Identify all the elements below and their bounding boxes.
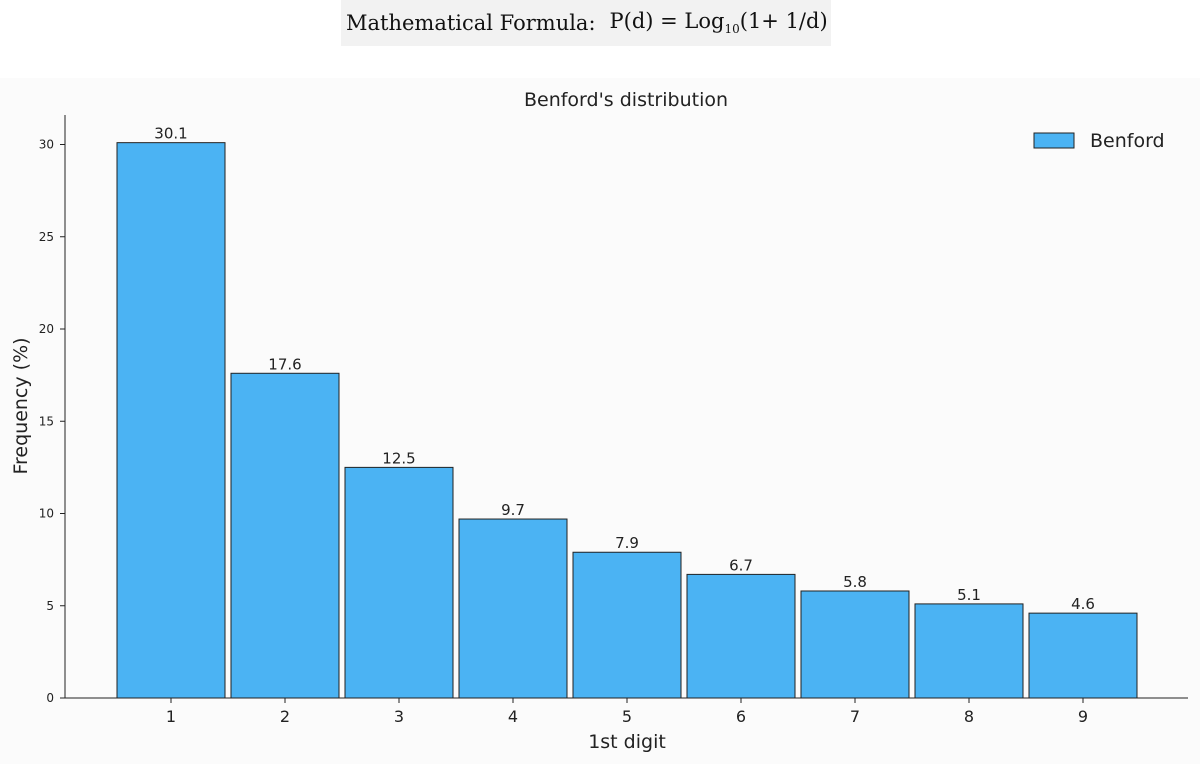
x-tick-label: 6 [736, 707, 746, 726]
x-tick-label: 4 [508, 707, 518, 726]
bar-value-label: 17.6 [268, 355, 301, 373]
bar-value-label: 9.7 [501, 501, 525, 519]
y-tick-label: 30 [39, 138, 54, 152]
x-ticks-group: 1 2 3 4 5 6 7 8 9 [166, 698, 1088, 726]
bar-value-label: 4.6 [1071, 595, 1095, 613]
bar-digit-8 [914, 603, 1024, 699]
bar-value-label: 5.1 [957, 586, 981, 604]
legend-swatch [1033, 132, 1075, 149]
bar-digit-7 [800, 590, 910, 699]
x-tick-label: 7 [850, 707, 860, 726]
formula-lhs: P(d) = Log [609, 9, 725, 34]
bar-value-label: 7.9 [615, 534, 639, 552]
bar-value-label: 6.7 [729, 556, 753, 574]
bar-digit-6 [686, 573, 796, 699]
x-tick-label: 3 [394, 707, 404, 726]
bar-digit-5 [572, 551, 682, 699]
bar-value-label: 12.5 [382, 449, 415, 467]
bar-value-label: 5.8 [843, 573, 867, 591]
bar-labels-group: 30.1 17.6 12.5 9.7 7.9 6.7 5.8 5.1 4.6 [154, 125, 1095, 613]
x-tick-label: 1 [166, 707, 176, 726]
x-tick-label: 8 [964, 707, 974, 726]
formula-label: Mathematical Formula: [346, 11, 596, 35]
bar-digit-1 [116, 142, 226, 699]
bars-group [116, 142, 1138, 699]
bar-digit-3 [344, 466, 454, 699]
y-tick-label: 10 [39, 507, 54, 521]
x-tick-label: 9 [1078, 707, 1088, 726]
formula-box: Mathematical Formula: P(d) = Log10(1+ 1/… [341, 0, 831, 46]
formula-expression: P(d) = Log10(1+ 1/d) [610, 9, 828, 36]
y-tick-label: 0 [46, 691, 54, 705]
bar-value-label: 30.1 [154, 125, 187, 143]
y-ticks-group: 0 5 10 15 20 25 30 [39, 138, 65, 705]
y-tick-label: 5 [46, 599, 54, 613]
bar-digit-9 [1028, 612, 1138, 699]
x-tick-label: 5 [622, 707, 632, 726]
bar-digit-2 [230, 372, 340, 699]
x-tick-label: 2 [280, 707, 290, 726]
legend-label: Benford [1090, 130, 1165, 152]
y-tick-label: 25 [39, 230, 54, 244]
x-axis-label: 1st digit [588, 731, 666, 753]
formula-log-base: 10 [724, 22, 740, 37]
legend: Benford [1033, 130, 1165, 152]
plot-area: Benford's distribution 30.1 17.6 12.5 9.7 7.… [0, 78, 1200, 764]
formula-rhs: (1+ 1/d) [739, 9, 828, 34]
y-axis-label: Frequency (%) [10, 337, 32, 474]
y-tick-label: 15 [39, 414, 54, 428]
chart-title: Benford's distribution [524, 89, 728, 111]
benford-bar-chart: Benford's distribution 30.1 17.6 12.5 9.7 7.… [10, 89, 1188, 753]
bar-digit-4 [458, 518, 568, 699]
y-tick-label: 20 [39, 322, 54, 336]
